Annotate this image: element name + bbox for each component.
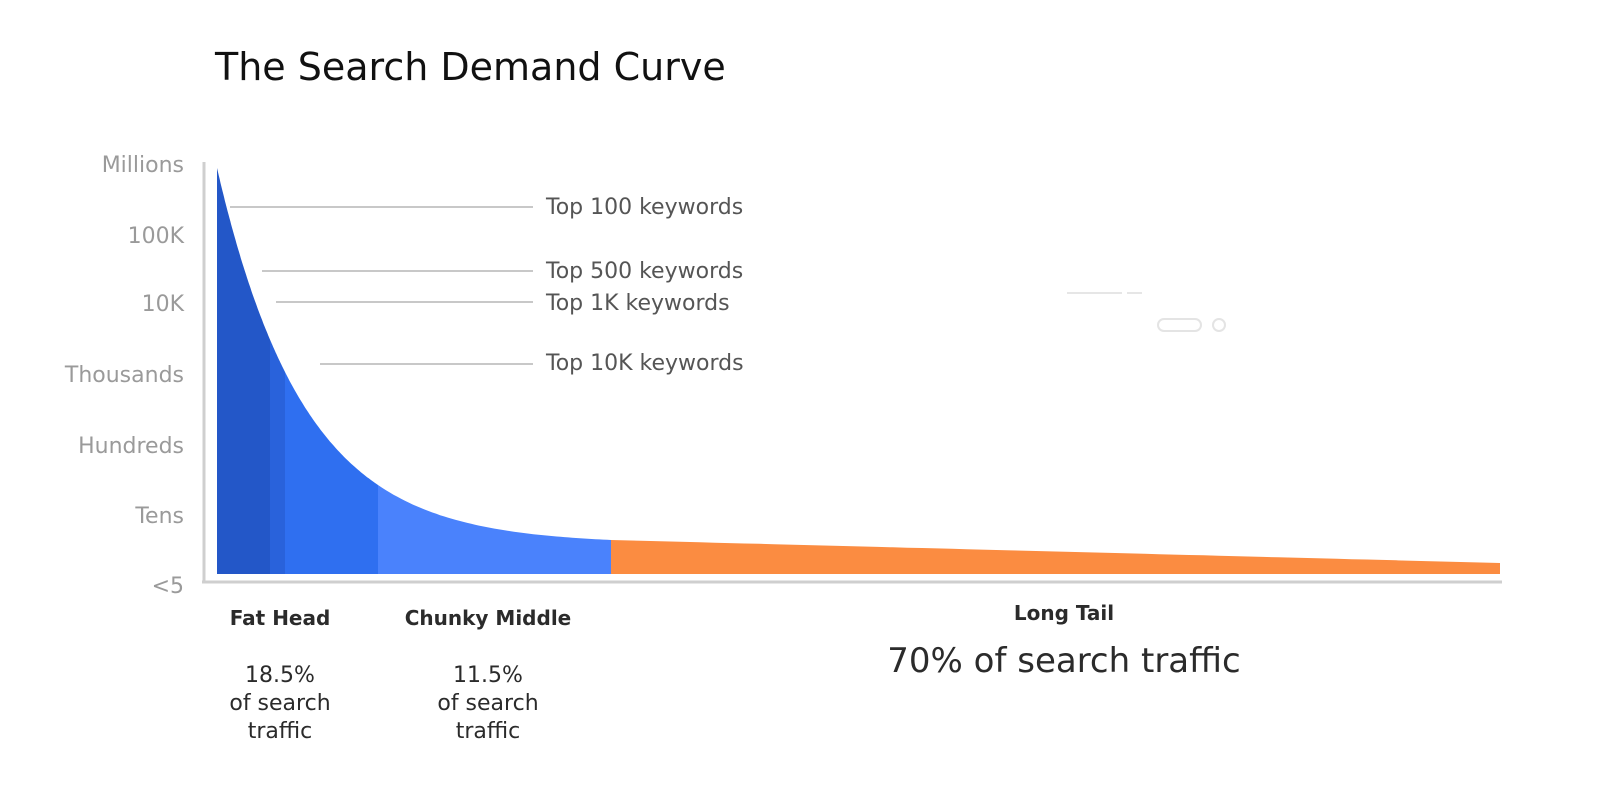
- segment-name: Chunky Middle: [405, 606, 572, 630]
- fat-head-area: [217, 168, 270, 574]
- chart-title: The Search Demand Curve: [214, 45, 726, 89]
- segment-share-percent: 18.5%: [245, 663, 315, 688]
- segment-share-text: of search: [437, 691, 538, 716]
- y-tick-label: 10K: [142, 292, 185, 317]
- segment-share-text: traffic: [456, 719, 521, 744]
- axes: [202, 162, 1502, 584]
- y-tick-label: Thousands: [64, 363, 184, 388]
- chunky-middle-light-area: [378, 485, 611, 574]
- segment-share-percent: 11.5%: [453, 663, 523, 688]
- annotation-label: Top 500 keywords: [545, 259, 743, 284]
- segment-long-tail-labels: Long Tail 70% of search traffic: [887, 601, 1240, 681]
- segment-share-text: of search: [229, 691, 330, 716]
- decoration-pill-icon: [1157, 318, 1202, 332]
- y-tick-labels: Millions 100K 10K Thousands Hundreds Ten…: [64, 153, 185, 599]
- y-tick-label: Hundreds: [78, 434, 184, 459]
- y-tick-label: Millions: [102, 153, 184, 178]
- segment-share-percent: 70% of search traffic: [887, 641, 1240, 681]
- y-tick-label: <5: [152, 574, 184, 599]
- y-tick-label: Tens: [134, 504, 184, 529]
- annotation-label: Top 1K keywords: [545, 291, 730, 316]
- segment-name: Long Tail: [1014, 601, 1114, 625]
- long-tail-area: [611, 540, 1500, 574]
- decoration-circle-icon: [1212, 318, 1226, 332]
- segment-fat-head-labels: Fat Head 18.5% of search traffic: [229, 606, 330, 744]
- faint-decoration: [1067, 292, 1226, 332]
- segment-share-text: traffic: [248, 719, 313, 744]
- chunky-middle-area: [285, 372, 378, 574]
- annotation-label: Top 10K keywords: [545, 351, 744, 376]
- keyword-annotations: Top 100 keywords Top 500 keywords Top 1K…: [230, 195, 744, 376]
- fat-head-edge-area: [270, 339, 285, 574]
- segment-name: Fat Head: [230, 606, 331, 630]
- annotation-label: Top 100 keywords: [545, 195, 743, 220]
- y-tick-label: 100K: [128, 224, 185, 249]
- demand-curve-area: [217, 168, 1500, 574]
- segment-chunky-middle-labels: Chunky Middle 11.5% of search traffic: [405, 606, 572, 744]
